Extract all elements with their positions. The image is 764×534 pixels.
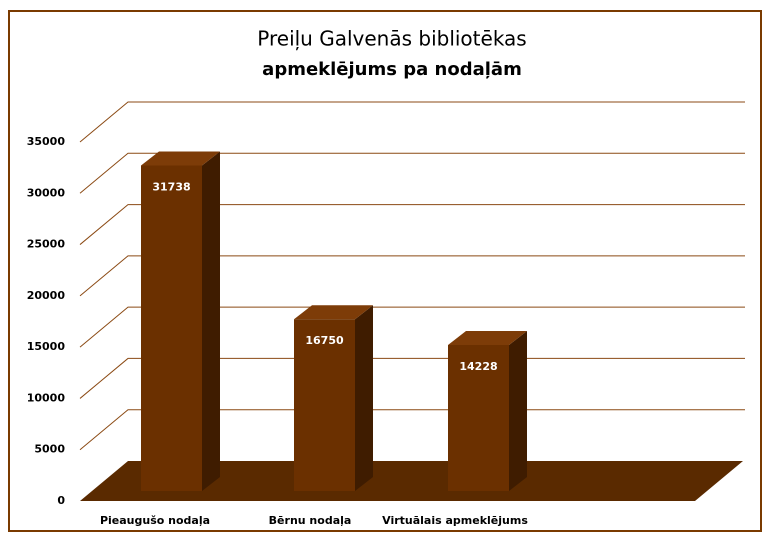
bar-face	[294, 319, 355, 491]
value-label: 16750	[305, 334, 344, 347]
bar	[294, 305, 373, 491]
bar-face	[509, 331, 527, 491]
value-label: 14228	[459, 360, 497, 373]
grid-line	[79, 152, 745, 194]
bar-face	[141, 151, 220, 166]
chart-frame	[8, 10, 762, 532]
y-tick-label: 25000	[27, 238, 66, 251]
floor	[80, 461, 743, 501]
bar	[448, 331, 527, 491]
grid-line	[79, 101, 745, 143]
x-tick-label: Pieaugušo nodaļa	[100, 514, 210, 527]
bar-face	[448, 331, 527, 346]
y-tick-label: 5000	[34, 443, 65, 456]
bar-face	[202, 151, 220, 491]
grid-line	[79, 204, 745, 245]
x-tick-label: Virtuālais apmeklējums	[382, 514, 528, 527]
x-tick-label: Bērnu nodaļa	[269, 514, 352, 527]
value-label: 31738	[152, 180, 190, 193]
grid-line	[79, 357, 745, 399]
chart-subtitle: apmeklējums pa nodaļām	[262, 59, 522, 80]
bar-face	[355, 305, 373, 491]
bar	[141, 151, 220, 491]
bar-face	[294, 305, 373, 320]
chart-title: Preiļu Galvenās bibliotēkas	[257, 27, 526, 51]
grid-line	[79, 409, 745, 451]
y-tick-label: 0	[57, 494, 65, 507]
y-tick-label: 15000	[27, 340, 66, 353]
y-tick-label: 20000	[27, 289, 66, 302]
bar-face	[448, 345, 509, 491]
grid-line	[79, 255, 745, 297]
grid-line	[79, 306, 745, 348]
y-tick-label: 30000	[27, 186, 66, 199]
y-tick-label: 10000	[27, 391, 66, 404]
bar-face	[141, 165, 202, 491]
y-tick-label: 35000	[27, 135, 66, 148]
